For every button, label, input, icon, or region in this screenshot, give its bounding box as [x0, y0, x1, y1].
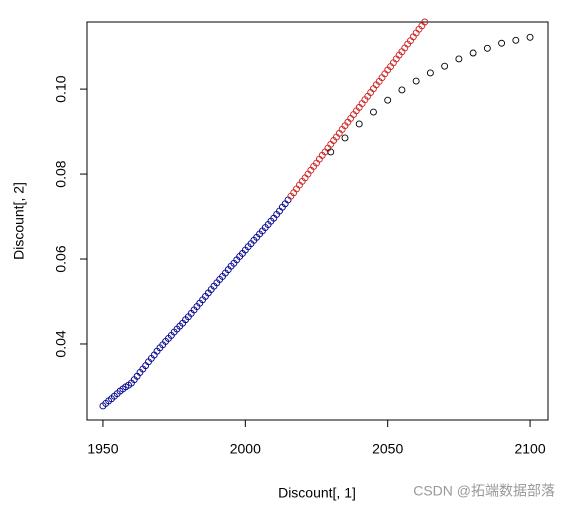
point: [412, 77, 420, 85]
y-tick-label: 0.08: [53, 160, 69, 187]
x-tick-label: 2000: [230, 441, 261, 457]
y-tick-label: 0.04: [53, 330, 69, 357]
point: [421, 18, 429, 26]
point: [327, 148, 335, 156]
point: [512, 36, 520, 44]
point: [498, 39, 506, 47]
watermark: CSDN @拓端数据部落: [413, 483, 555, 499]
point: [441, 62, 449, 70]
point: [341, 134, 349, 142]
point: [426, 69, 434, 77]
x-axis-label: Discount[, 1]: [278, 485, 356, 501]
point: [526, 33, 534, 41]
point: [384, 96, 392, 104]
point: [455, 55, 463, 63]
point: [370, 108, 377, 116]
point: [355, 120, 363, 128]
y-axis-label: Discount[, 2]: [11, 182, 27, 260]
point: [483, 44, 491, 52]
x-tick-label: 2100: [514, 441, 545, 457]
y-tick-label: 0.06: [53, 245, 69, 272]
point: [469, 49, 477, 57]
point: [398, 86, 406, 94]
plot-box: [86, 21, 549, 421]
y-tick-label: 0.10: [53, 75, 69, 102]
x-tick-label: 2050: [372, 441, 403, 457]
x-tick-label: 1950: [87, 441, 118, 457]
